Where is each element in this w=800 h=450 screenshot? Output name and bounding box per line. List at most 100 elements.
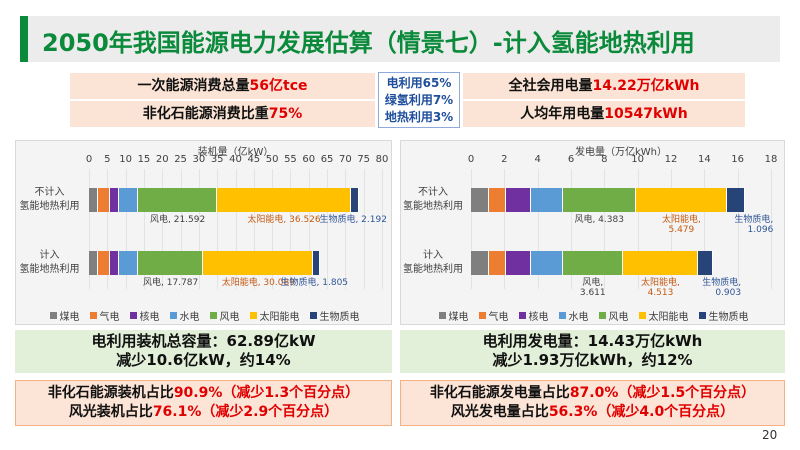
data-label: 风电, 17.787: [143, 278, 199, 288]
legend-item: 水电: [558, 308, 589, 323]
legend-label: 生物质电: [319, 312, 360, 323]
grid-line: [537, 169, 539, 289]
chart-panel: 装机量（亿kW） 0 5 10 15 20 25 30 35 40 45 50 55 60 65 70 75 80…: [15, 140, 392, 325]
title-bar: 2050年我国能源电力发展估算（情景七）-计入氢能地热利用: [20, 16, 780, 62]
summary-row: 人均年用电量10547kWh: [463, 101, 745, 127]
bar-segment: [698, 251, 714, 275]
legend-swatch: [698, 312, 706, 319]
grid-line: [107, 169, 109, 289]
summary-label: 一次能源消费总量: [137, 78, 250, 94]
bar-segment: [727, 188, 746, 212]
grid-line: [504, 169, 506, 289]
result-line: 电利用装机总容量：62.89亿kW: [91, 332, 316, 350]
x-tick-label: 30: [192, 154, 206, 165]
summary-row: 一次能源消费总量56亿tce: [70, 73, 375, 99]
x-tick-label: 15: [137, 154, 151, 165]
grid-line: [290, 169, 292, 289]
summary-label: 非化石能源消费比重: [142, 106, 269, 122]
legend-item: 气电: [89, 308, 120, 323]
bar-segment: [489, 188, 506, 212]
legend-label: 核电: [528, 312, 549, 323]
bar-segment: [562, 251, 623, 275]
bar-segment: [635, 188, 728, 212]
x-tick-label: 80: [375, 154, 389, 165]
category-label: 不计入 氢能地热利用: [403, 187, 463, 212]
bar-segment: [506, 188, 531, 212]
legend-swatch: [518, 312, 526, 319]
bar-segment: [531, 251, 563, 275]
x-tick-label: 14: [697, 154, 711, 165]
result-box: 电利用装机总容量：62.89亿kW 减少10.6亿kW，约14%: [15, 330, 392, 373]
result-line: 减少10.6亿kW，约14%: [116, 351, 291, 369]
x-tick-label: 18: [764, 154, 778, 165]
x-tick-label: 8: [601, 154, 608, 165]
share-value: 90.9%（减少1.3个百分点）: [173, 385, 360, 401]
x-tick-label: 20: [155, 154, 169, 165]
bar-segment: [622, 251, 699, 275]
legend-label: 太阳能电: [648, 312, 689, 323]
grid-line: [571, 169, 572, 289]
legend-label: 风电: [608, 312, 629, 323]
legend-swatch: [49, 312, 57, 319]
legend-swatch: [249, 312, 257, 319]
legend: 煤电 气电 核电 水电 风电 太阳能电 生物质电: [16, 308, 393, 323]
grid-line: [363, 169, 365, 289]
grid-line: [125, 169, 127, 289]
x-tick-label: 2: [501, 154, 508, 165]
x-tick-label: 40: [229, 154, 242, 165]
legend-swatch: [558, 312, 566, 319]
legend: 煤电 气电 核电 水电 风电 太阳能电 生物质电: [401, 308, 786, 323]
data-label: 太阳能电, 36.526: [247, 215, 321, 225]
legend-item: 气电: [478, 308, 509, 323]
legend-item: 煤电: [49, 308, 80, 323]
bar-segment: [506, 251, 531, 275]
grid-line: [162, 169, 164, 289]
grid-line: [382, 169, 383, 289]
bar-segment: [89, 251, 99, 275]
result-line: 减少1.93万亿kWh，约12%: [492, 351, 693, 369]
x-tick-label: 0: [467, 154, 475, 165]
data-label: 太阳能电, 4.513: [641, 278, 680, 298]
x-tick-label: 70: [339, 154, 352, 165]
x-tick-label: 45: [247, 154, 261, 165]
x-tick-label: 4: [534, 154, 541, 165]
grid-line: [143, 169, 145, 289]
x-tick-label: 10: [631, 154, 645, 165]
bar-segment: [313, 251, 321, 275]
legend-item: 太阳能电: [249, 308, 300, 323]
share-value: 56.3%（减少4.0个百分点）: [548, 404, 735, 420]
share-line: 非化石能源发电量占比87.0%（减少1.5个百分点）: [401, 384, 784, 403]
bar-segment: [98, 251, 110, 275]
share-label: 非化石能源发电量占比: [429, 385, 570, 401]
legend-item: 生物质电: [309, 308, 360, 323]
x-tick-label: 16: [731, 154, 745, 165]
legend-label: 太阳能电: [259, 312, 300, 323]
data-label: 太阳能电, 5.479: [661, 215, 701, 235]
bar-segment: [471, 188, 490, 212]
summary-row: 非化石能源消费比重75%: [70, 101, 375, 127]
legend-item: 煤电: [438, 308, 469, 323]
legend-swatch: [129, 312, 137, 319]
grid-line: [89, 169, 90, 289]
legend-label: 水电: [568, 312, 589, 323]
utilization-item: 绿氢利用7%: [384, 93, 454, 107]
legend-item: 水电: [169, 308, 200, 323]
title: 2050年我国能源电力发展估算（情景七）-计入氢能地热利用: [42, 29, 695, 57]
share-value: 76.1%（减少2.9个百分点）: [152, 404, 339, 420]
grid-line: [327, 169, 329, 289]
share-box: 非化石能源发电量占比87.0%（减少1.5个百分点） 风光发电量占比56.3%（…: [400, 380, 785, 426]
summary-value: 10547kWh: [604, 106, 688, 122]
grid-line: [345, 169, 347, 289]
share-label: 非化石能源装机占比: [47, 385, 174, 401]
legend-label: 气电: [99, 312, 120, 323]
summary-label: 全社会用电量: [508, 78, 593, 94]
share-line: 非化石能源装机占比90.9%（减少1.3个百分点）: [16, 384, 391, 403]
legend-swatch: [598, 312, 606, 319]
legend-item: 核电: [129, 308, 160, 323]
utilization-box: 电利用65% 绿氢利用7% 地热利用3%: [378, 72, 460, 128]
legend-swatch: [478, 312, 486, 319]
result-box: 电利用发电量：14.43万亿kWh 减少1.93万亿kWh，约12%: [400, 330, 785, 373]
share-line: 风光发电量占比56.3%（减少4.0个百分点）: [401, 403, 784, 422]
x-tick-label: 55: [284, 154, 297, 165]
data-label: 风电, 21.592: [150, 215, 206, 225]
